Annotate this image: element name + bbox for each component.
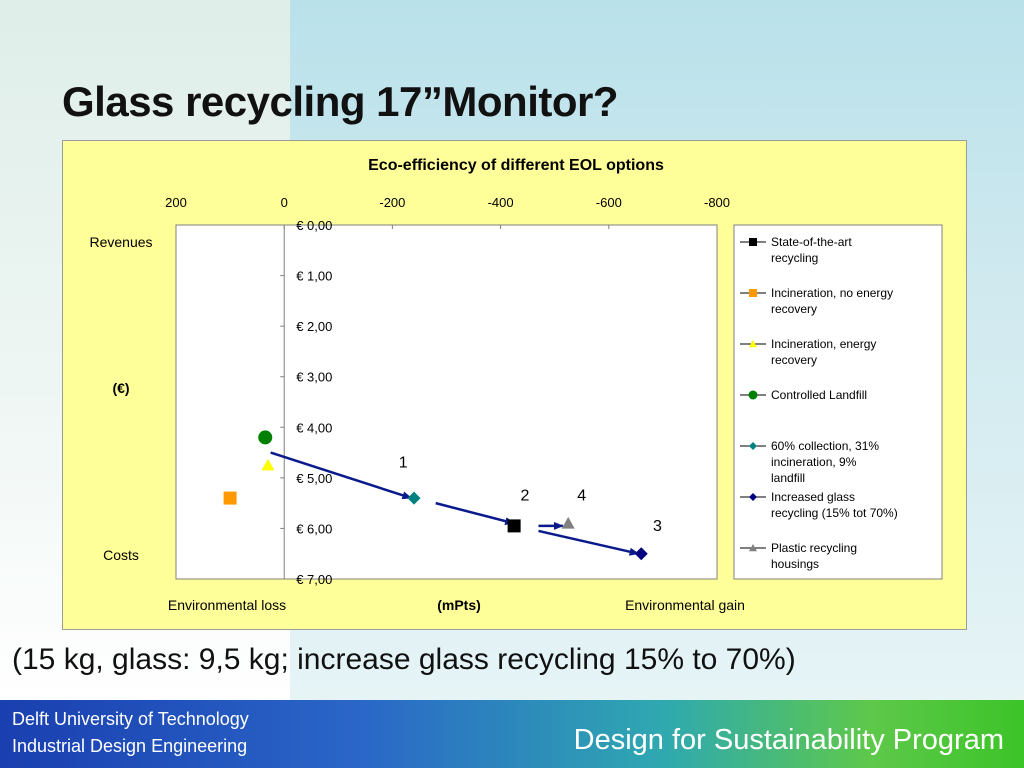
y-label-costs: Costs xyxy=(103,547,139,563)
x-label-environmental-loss: Environmental loss xyxy=(168,597,286,613)
chart-title: Eco-efficiency of different EOL options xyxy=(368,157,664,174)
plot-area xyxy=(175,224,718,580)
legend-marker-increased-glass-recycling-15-tot-70 xyxy=(749,493,757,501)
y-tick-label: € 4,00 xyxy=(296,420,332,435)
x-tick-label: 200 xyxy=(165,195,187,210)
x-tick-label: -800 xyxy=(704,195,730,210)
y-tick-label: € 6,00 xyxy=(296,521,332,536)
legend-label: housings xyxy=(771,557,819,571)
y-label-revenues: Revenues xyxy=(89,234,152,250)
y-tick-label: € 7,00 xyxy=(296,572,332,587)
point-increased-glass-recycling-15-tot-70 xyxy=(634,547,648,561)
legend-marker-incineration-no-energy-recovery xyxy=(749,289,757,297)
legend-marker-60-collection-31-incineration-9-landfill xyxy=(749,442,757,450)
legend-marker-plastic-recycling-housings xyxy=(749,544,757,552)
slide-caption: (15 kg, glass: 9,5 kg; increase glass re… xyxy=(12,643,796,676)
legend-label: recovery xyxy=(771,302,817,316)
point-state-of-the-art-recycling xyxy=(507,519,521,533)
x-tick-label: -200 xyxy=(379,195,405,210)
footer-program-title: Design for Sustainability Program xyxy=(573,724,1004,756)
legend-label: Incineration, no energy xyxy=(771,286,893,300)
footer-bar: Delft University of Technology Industria… xyxy=(0,700,1024,768)
x-tick-label: -600 xyxy=(596,195,622,210)
footer-university: Delft University of Technology xyxy=(12,709,249,729)
y-tick-label: € 2,00 xyxy=(296,319,332,334)
legend-label: landfill xyxy=(771,471,805,485)
legend-marker-controlled-landfill xyxy=(748,390,758,400)
arrow-2 xyxy=(435,501,516,525)
legend-box xyxy=(733,224,943,580)
legend-marker-state-of-the-art-recycling xyxy=(749,238,757,246)
point-incineration-energy-recovery xyxy=(261,458,275,471)
point-controlled-landfill xyxy=(258,430,273,445)
legend-label: Controlled Landfill xyxy=(771,388,867,402)
legend-label: Plastic recycling xyxy=(771,541,857,555)
point-plastic-recycling-housings xyxy=(561,516,575,529)
legend-label: 60% collection, 31% xyxy=(771,439,879,453)
legend-label: recovery xyxy=(771,353,817,367)
annotation-label-2: 2 xyxy=(520,488,529,505)
annotation-label-1: 1 xyxy=(399,455,408,472)
point-60-collection-31-incineration-9-landfill xyxy=(407,491,421,505)
footer-faculty: Industrial Design Engineering xyxy=(12,736,248,756)
x-tick-label: -400 xyxy=(488,195,514,210)
annotation-label-3: 3 xyxy=(653,518,662,535)
y-tick-label: € 0,00 xyxy=(296,218,332,233)
legend-label: Incineration, energy xyxy=(771,337,876,351)
legend-label: State-of-the-art xyxy=(771,235,852,249)
x-tick-label: 0 xyxy=(281,195,288,210)
legend-label: incineration, 9% xyxy=(771,455,857,469)
legend-label: recycling (15% tot 70%) xyxy=(771,506,898,520)
annotation-label-4: 4 xyxy=(577,488,586,505)
y-tick-label: € 3,00 xyxy=(296,370,332,385)
chart-panel: Eco-efficiency of different EOL options 2… xyxy=(62,140,967,630)
arrow-1 xyxy=(270,451,413,500)
legend-marker-incineration-energy-recovery xyxy=(749,340,757,348)
point-incineration-no-energy-recovery xyxy=(223,491,237,505)
eco-efficiency-chart: Eco-efficiency of different EOL options 2… xyxy=(89,157,943,613)
y-axis-title: (€) xyxy=(112,380,129,396)
x-axis-title: (mPts) xyxy=(437,597,481,613)
arrow-3 xyxy=(538,529,640,556)
legend-label: recycling xyxy=(771,251,818,265)
x-label-environmental-gain: Environmental gain xyxy=(625,597,745,613)
slide-title: Glass recycling 17”Monitor? xyxy=(62,78,619,125)
y-tick-label: € 1,00 xyxy=(296,269,332,284)
legend-label: Increased glass xyxy=(771,490,855,504)
y-tick-label: € 5,00 xyxy=(296,471,332,486)
